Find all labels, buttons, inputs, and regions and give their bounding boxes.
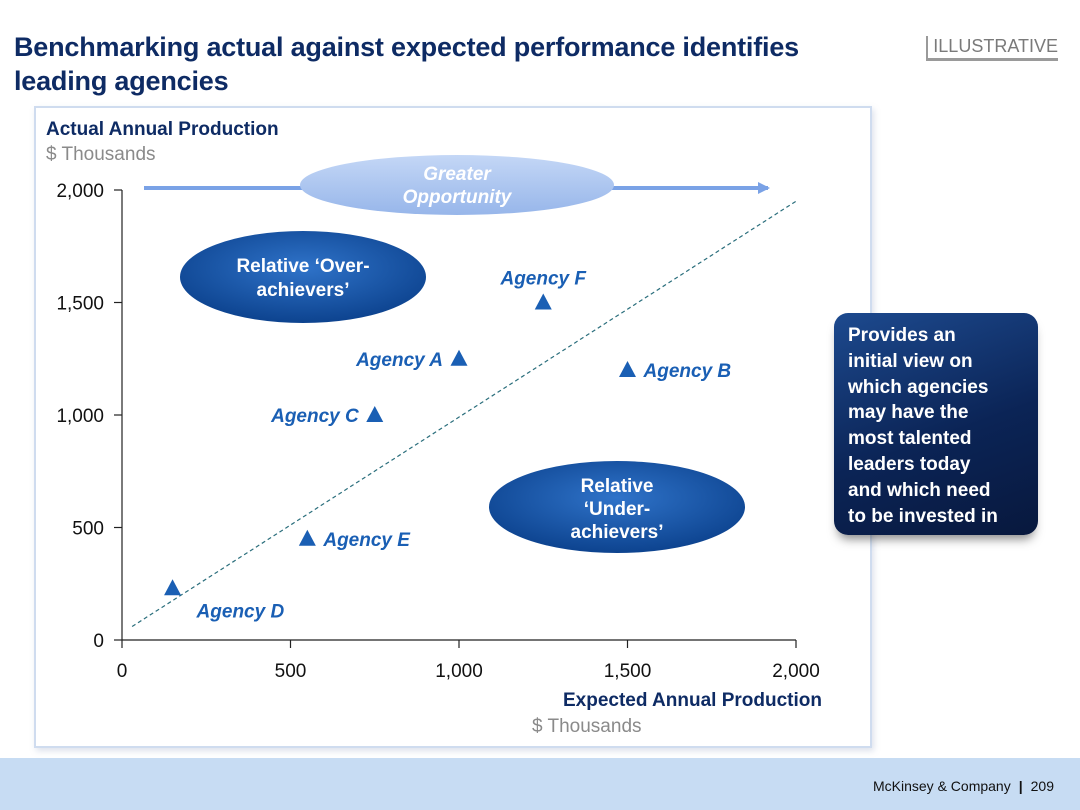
over-achievers-label: Relative ‘Over- (236, 256, 369, 277)
y-axis-unit: $ Thousands (46, 144, 156, 165)
y-tick-label: 1,000 (56, 406, 104, 427)
callout-line: which agencies (848, 376, 989, 398)
data-point-label: Agency A (355, 350, 443, 371)
over-achievers-oval (180, 231, 426, 323)
scatter-chart: 0 500 1,000 1,500 2,000 0 500 1,000 1,500 2,000 Ac… (46, 119, 822, 737)
callout-box: Provides an initial view on which agencies… (834, 313, 1038, 535)
page-title: Benchmarking actual against expected per… (14, 32, 799, 96)
under-achievers-oval (489, 461, 745, 553)
x-axis-unit: $ Thousands (532, 716, 642, 737)
callout-line: initial view on (848, 350, 973, 372)
x-tick-label: 1,000 (435, 661, 483, 682)
company-name: McKinsey & Company (873, 778, 1011, 794)
callout-line: Provides an (848, 325, 956, 346)
x-tick-label: 1,500 (604, 661, 652, 682)
data-point-marker (534, 293, 552, 310)
data-point-marker (619, 361, 636, 377)
callout-line: may have the (848, 402, 969, 424)
callout-line: leaders today (848, 453, 971, 475)
data-point-marker (450, 349, 468, 366)
y-tick-label: 2,000 (56, 181, 104, 202)
x-axis-label: Expected Annual Production (563, 690, 822, 711)
data-point-marker (298, 529, 316, 546)
y-tick-label: 500 (72, 519, 104, 540)
callout-line: most talented (848, 428, 972, 450)
over-achievers-label: achievers’ (257, 280, 350, 301)
data-point-marker (366, 406, 384, 422)
x-tick-label: 2,000 (772, 661, 820, 682)
footer-text: McKinsey & Company | 209 (873, 778, 1054, 794)
opportunity-label: Greater (423, 164, 492, 185)
data-point-label: Agency E (322, 530, 411, 551)
y-tick-label: 1,500 (56, 294, 104, 315)
callout-line: and which need (848, 479, 991, 501)
illustrative-badge: ILLUSTRATIVE (926, 34, 1058, 61)
footer-separator: | (1018, 778, 1023, 794)
data-point-label: Agency D (196, 601, 285, 622)
x-tick-label: 0 (117, 661, 128, 682)
page-number: 209 (1030, 778, 1054, 794)
y-tick-label: 0 (93, 631, 104, 652)
y-axis-label: Actual Annual Production (46, 119, 279, 140)
data-point-label: Agency B (643, 361, 732, 382)
under-achievers-label: achievers’ (571, 522, 664, 543)
data-point-marker (164, 579, 182, 596)
opportunity-label: Opportunity (403, 187, 513, 208)
callout-line: to be invested in (848, 505, 998, 527)
under-achievers-label: ‘Under- (584, 499, 651, 520)
data-point-label: Agency C (270, 406, 359, 427)
footer: McKinsey & Company | 209 (0, 758, 1080, 810)
under-achievers-label: Relative (581, 476, 654, 497)
opportunity-oval (300, 155, 614, 215)
x-tick-label: 500 (275, 661, 307, 682)
reference-diagonal-line (131, 200, 797, 628)
chart-panel: 0 500 1,000 1,500 2,000 0 500 1,000 1,500 2,000 Ac… (34, 106, 872, 748)
data-point-label: Agency F (499, 269, 587, 290)
